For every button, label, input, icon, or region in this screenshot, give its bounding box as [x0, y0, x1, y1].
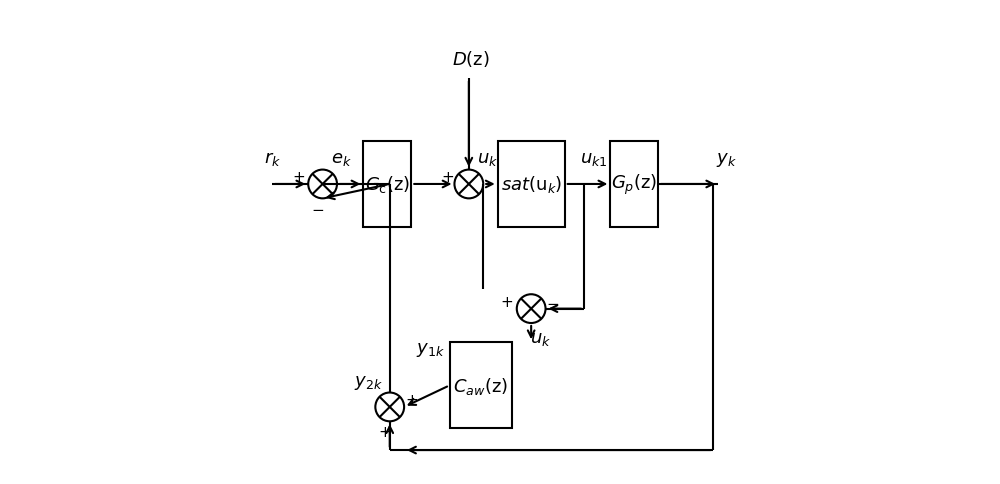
- Text: $y_k$: $y_k$: [716, 151, 737, 169]
- Text: $-$: $-$: [546, 294, 559, 309]
- Bar: [610, 141, 658, 227]
- Text: +: +: [405, 393, 418, 408]
- Text: $e_k$: $e_k$: [331, 150, 352, 168]
- Text: +: +: [441, 170, 454, 185]
- Text: $-$: $-$: [311, 201, 324, 216]
- Text: $G_{\rm c}({\rm z})$: $G_{\rm c}({\rm z})$: [365, 174, 410, 195]
- Text: $y_{2k}$: $y_{2k}$: [354, 374, 383, 392]
- Bar: [363, 141, 411, 227]
- Text: +: +: [379, 424, 391, 439]
- Text: $G_p({\rm z})$: $G_p({\rm z})$: [611, 172, 657, 197]
- Text: $u_{k1}$: $u_{k1}$: [580, 150, 607, 168]
- Text: $D({\rm z})$: $D({\rm z})$: [452, 49, 490, 69]
- Text: $sat({\rm u}_k)$: $sat({\rm u}_k)$: [501, 174, 562, 195]
- Text: $u_k$: $u_k$: [477, 150, 499, 168]
- Text: +: +: [501, 294, 514, 309]
- Text: +: +: [292, 170, 305, 185]
- Text: $u_k$: $u_k$: [530, 330, 551, 348]
- Text: $y_{1k}$: $y_{1k}$: [416, 340, 445, 358]
- Text: $r_k$: $r_k$: [264, 150, 281, 168]
- Bar: [450, 343, 512, 429]
- Bar: [498, 141, 565, 227]
- Text: $C_{aw}({\rm z})$: $C_{aw}({\rm z})$: [453, 375, 508, 396]
